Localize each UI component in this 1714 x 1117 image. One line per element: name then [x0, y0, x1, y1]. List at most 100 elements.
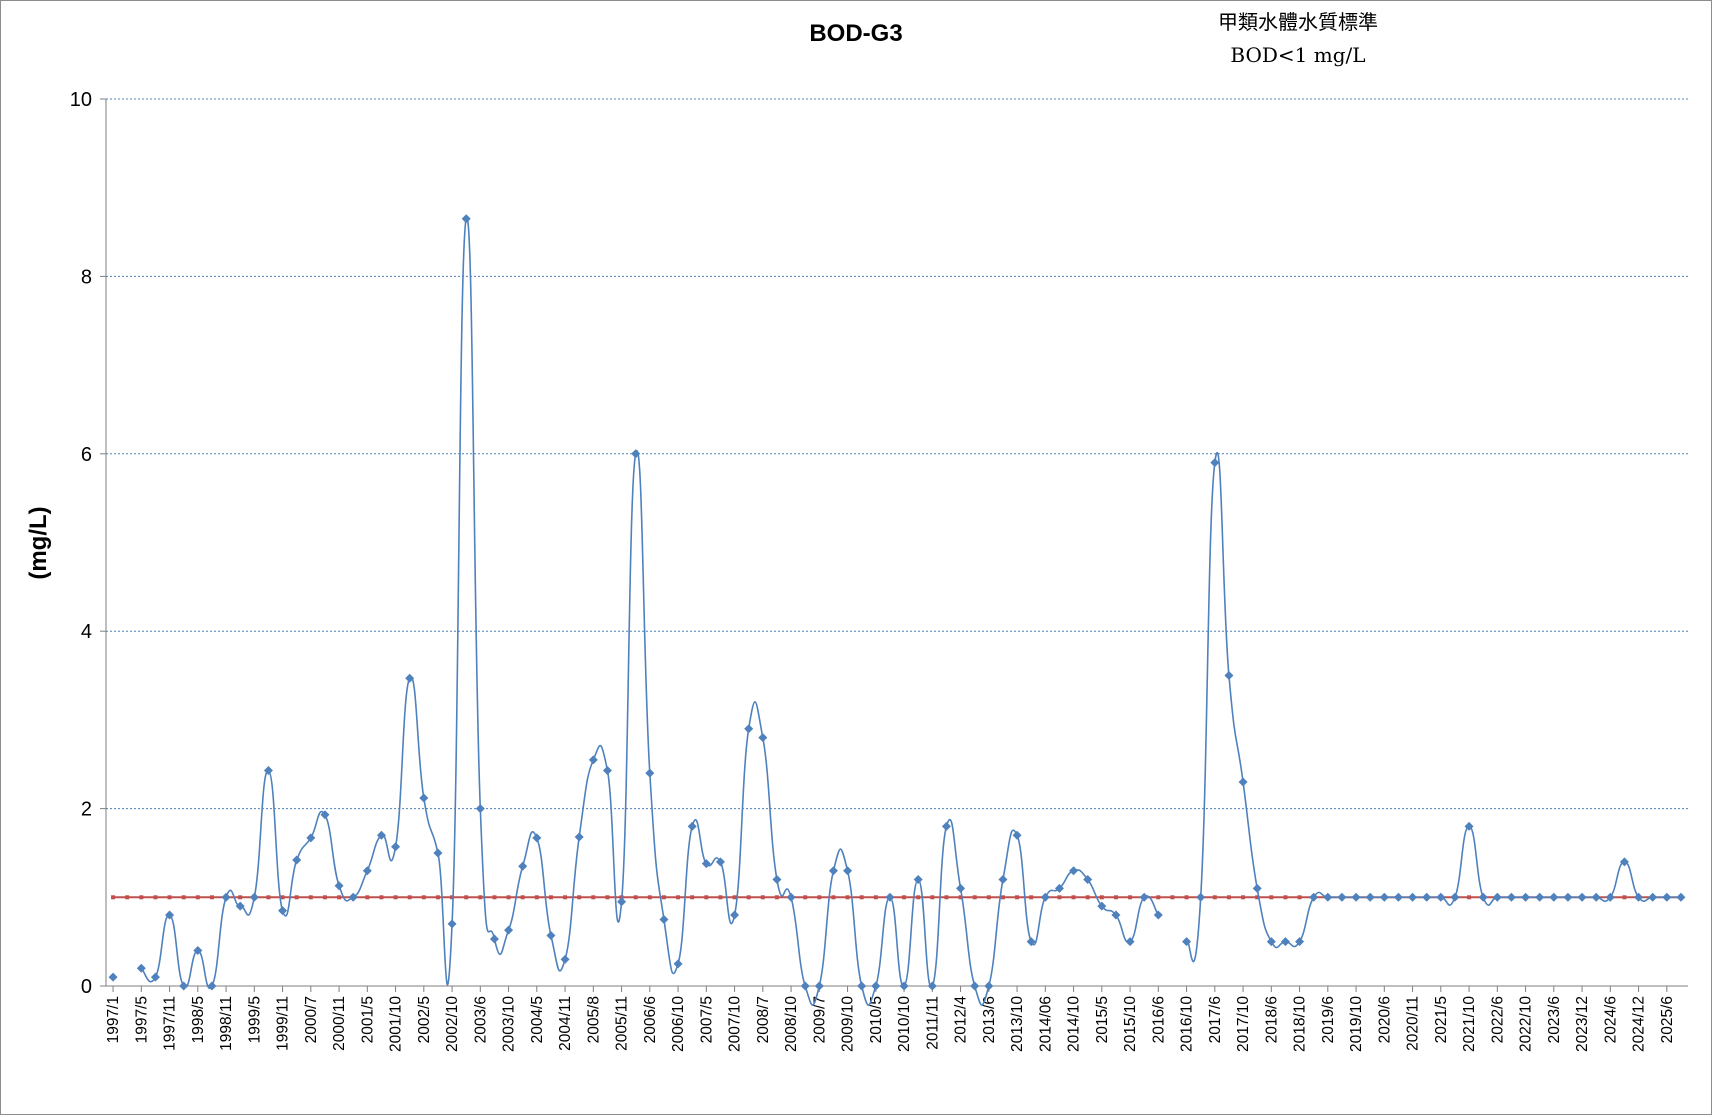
bod-data-point [546, 930, 556, 940]
bod-data-point [899, 981, 909, 991]
standard-point [1085, 895, 1090, 900]
x-tick-label: 2021/5 [1433, 996, 1450, 1043]
standard-point [1029, 895, 1034, 900]
x-tick-label: 2018/10 [1292, 996, 1309, 1052]
x-tick-label: 2013/10 [1009, 996, 1026, 1052]
standard-point [902, 895, 907, 900]
bod-data-point [1521, 892, 1531, 902]
bod-data-point [1266, 937, 1276, 947]
standard-point [817, 895, 822, 900]
bod-data-point [532, 833, 542, 843]
bod-data-point [786, 892, 796, 902]
bod-data-point [772, 875, 782, 885]
bod-data-point [857, 981, 867, 991]
bod-data-point [1210, 458, 1220, 468]
standard-point [435, 895, 440, 900]
y-tick-label: 8 [81, 266, 92, 288]
standard-point [322, 895, 327, 900]
bod-data-point [348, 892, 358, 902]
y-tick-label: 0 [81, 976, 92, 998]
standard-point [266, 895, 271, 900]
bod-data-point [1676, 892, 1686, 902]
standard-point [605, 895, 610, 900]
x-tick-label: 2009/10 [840, 996, 857, 1052]
bod-data-point [1196, 892, 1206, 902]
x-tick-label: 2002/10 [444, 996, 461, 1052]
bod-data-point [574, 832, 584, 842]
bod-data-point [828, 866, 838, 876]
x-tick-label: 2014/06 [1037, 996, 1054, 1052]
bod-data-point [1577, 892, 1587, 902]
standard-point [308, 895, 313, 900]
standard-point [125, 895, 130, 900]
bod-data-point [504, 925, 514, 935]
x-tick-label: 2011/11 [924, 996, 941, 1050]
y-tick-label: 2 [81, 799, 92, 821]
x-tick-label: 2008/7 [755, 996, 772, 1043]
standard-point [944, 895, 949, 900]
bod-data-point [1097, 901, 1107, 911]
standard-line-series [111, 895, 1683, 900]
chart-title: BOD-G3 [809, 20, 902, 47]
bod-data-point [1379, 892, 1389, 902]
x-tick-label: 2021/10 [1461, 996, 1478, 1052]
bod-line-segment-2 [1185, 452, 1681, 963]
x-tick-label: 2024/6 [1602, 996, 1619, 1043]
standard-point [845, 895, 850, 900]
standard-point [746, 895, 751, 900]
x-tick-label: 2006/6 [642, 996, 659, 1043]
x-tick-label: 2008/10 [783, 996, 800, 1052]
y-tick-label: 6 [81, 444, 92, 466]
bod-data-point [1069, 866, 1079, 876]
bod-data-point [645, 768, 655, 778]
bod-data-point [306, 833, 316, 843]
x-tick-label: 2020/11 [1405, 996, 1422, 1051]
standard-point [139, 895, 144, 900]
axis-layer [100, 98, 1688, 992]
standard-point [407, 895, 412, 900]
x-tick-label: 2004/11 [557, 996, 574, 1051]
bod-data-point [1648, 892, 1658, 902]
bod-data-point [913, 875, 923, 885]
x-tick-label: 2017/6 [1207, 996, 1224, 1043]
x-tick-label: 2006/10 [670, 996, 687, 1052]
standard-note-line2: BOD<1 mg/L [1230, 43, 1365, 67]
bod-data-point [631, 449, 641, 459]
bod-data-point [758, 733, 768, 743]
bod-data-point [334, 881, 344, 891]
bod-data-point [1563, 892, 1573, 902]
standard-point [690, 895, 695, 900]
bod-series [108, 214, 1686, 1006]
standard-point [337, 895, 342, 900]
bod-data-point [150, 972, 160, 982]
bod-data-point [1224, 671, 1234, 681]
bod-data-point [673, 959, 683, 969]
standard-point [591, 895, 596, 900]
standard-point [916, 895, 921, 900]
bod-data-point [1619, 857, 1629, 867]
bod-data-point [687, 821, 697, 831]
standard-point [1184, 895, 1189, 900]
standard-point [1113, 895, 1118, 900]
bod-data-point [433, 848, 443, 858]
bod-data-point [1492, 892, 1502, 902]
standard-point [704, 895, 709, 900]
standard-point [492, 895, 497, 900]
y-axis-label: (mg/L) [25, 506, 52, 579]
bod-data-point [1280, 937, 1290, 947]
bod-data-point [179, 981, 189, 991]
x-tick-label: 1999/5 [246, 996, 263, 1043]
bod-data-point [1591, 892, 1601, 902]
bod-data-point [475, 804, 485, 814]
standard-point [563, 895, 568, 900]
x-tick-label: 2012/4 [953, 996, 970, 1044]
standard-point [294, 895, 299, 900]
standard-point [1000, 895, 1005, 900]
standard-point [1170, 895, 1175, 900]
standard-point [1156, 895, 1161, 900]
standard-point [1467, 895, 1472, 900]
x-tick-label: 2025/6 [1659, 996, 1676, 1043]
standard-point [859, 895, 864, 900]
standard-point [1128, 895, 1133, 900]
bod-data-point [984, 981, 994, 991]
